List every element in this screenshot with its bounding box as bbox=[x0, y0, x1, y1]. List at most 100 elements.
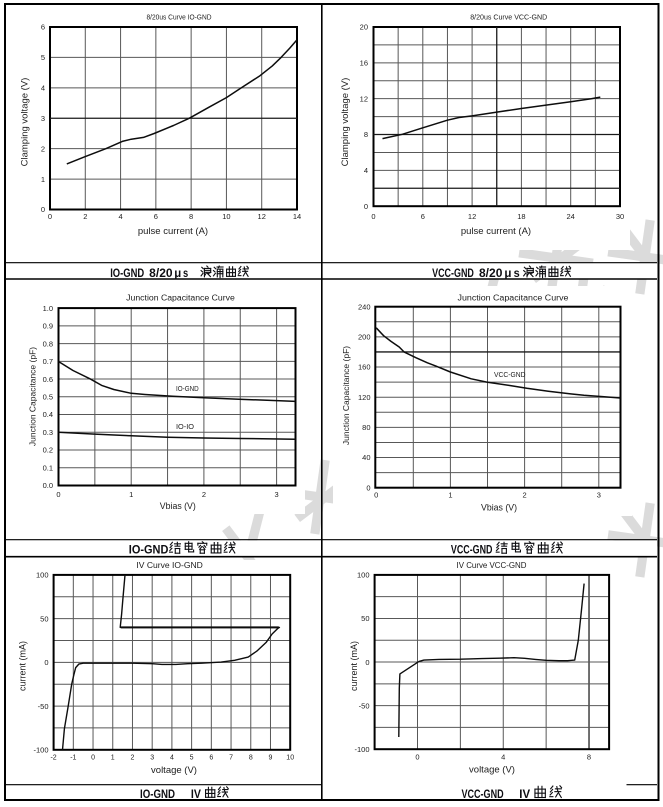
svg-text:μ: μ bbox=[174, 268, 181, 280]
svg-text:6: 6 bbox=[421, 212, 425, 221]
svg-text:-100: -100 bbox=[33, 746, 48, 755]
svg-text:-2: -2 bbox=[50, 755, 56, 762]
svg-text:2: 2 bbox=[41, 144, 45, 153]
svg-text:IV Curve VCC-GND: IV Curve VCC-GND bbox=[457, 560, 527, 570]
svg-text:IO-GND: IO-GND bbox=[140, 789, 175, 801]
svg-text:24: 24 bbox=[567, 212, 575, 221]
svg-text:8: 8 bbox=[587, 753, 591, 762]
svg-text:0: 0 bbox=[364, 202, 368, 211]
svg-text:0: 0 bbox=[56, 490, 60, 499]
svg-text:IO-GND: IO-GND bbox=[110, 268, 144, 280]
svg-text:0: 0 bbox=[91, 755, 95, 762]
svg-text:1: 1 bbox=[41, 175, 45, 184]
svg-text:2: 2 bbox=[83, 212, 87, 221]
svg-text:12: 12 bbox=[258, 212, 266, 221]
svg-text:IO-IO: IO-IO bbox=[176, 424, 195, 431]
svg-text:IO-GND: IO-GND bbox=[129, 545, 169, 557]
svg-text:-100: -100 bbox=[354, 745, 369, 754]
svg-text:0: 0 bbox=[41, 205, 45, 214]
svg-text:40: 40 bbox=[362, 453, 370, 462]
svg-text:-50: -50 bbox=[359, 701, 370, 710]
svg-text:100: 100 bbox=[357, 571, 370, 580]
svg-text:4: 4 bbox=[364, 166, 368, 175]
svg-text:160: 160 bbox=[358, 363, 371, 372]
svg-text:1: 1 bbox=[111, 755, 115, 762]
svg-text:0.3: 0.3 bbox=[43, 428, 53, 437]
svg-text:8: 8 bbox=[189, 212, 193, 221]
svg-text:voltage (V): voltage (V) bbox=[469, 765, 515, 776]
svg-text:50: 50 bbox=[40, 614, 48, 623]
svg-text:s: s bbox=[514, 268, 520, 280]
svg-text:pulse current (A): pulse current (A) bbox=[461, 226, 531, 237]
svg-text:VCC-GND: VCC-GND bbox=[494, 372, 526, 379]
svg-text:IV: IV bbox=[191, 789, 201, 801]
svg-text:12: 12 bbox=[360, 94, 368, 103]
svg-text:voltage (V): voltage (V) bbox=[151, 765, 197, 776]
svg-text:8/20us Curve VCC-GND: 8/20us Curve VCC-GND bbox=[470, 13, 548, 22]
svg-text:0: 0 bbox=[44, 658, 48, 667]
svg-text:0.6: 0.6 bbox=[43, 375, 53, 384]
svg-text:IV Curve IO-GND: IV Curve IO-GND bbox=[136, 560, 202, 570]
svg-text:8/20: 8/20 bbox=[479, 268, 502, 280]
svg-text:0.2: 0.2 bbox=[43, 446, 53, 455]
svg-text:Junction Capacitance (pF): Junction Capacitance (pF) bbox=[28, 347, 38, 446]
svg-text:8/20: 8/20 bbox=[149, 268, 172, 280]
svg-text:50: 50 bbox=[361, 614, 369, 623]
svg-text:1: 1 bbox=[448, 491, 452, 500]
svg-text:1: 1 bbox=[129, 490, 133, 499]
svg-text:30: 30 bbox=[616, 212, 624, 221]
svg-text:0: 0 bbox=[365, 658, 369, 667]
svg-text:3: 3 bbox=[597, 491, 601, 500]
svg-text:Clamping voltage (V): Clamping voltage (V) bbox=[340, 78, 351, 167]
svg-text:240: 240 bbox=[358, 302, 371, 311]
svg-text:5: 5 bbox=[190, 755, 194, 762]
svg-text:6: 6 bbox=[41, 23, 45, 32]
svg-text:Junction Capacitance Curve: Junction Capacitance Curve bbox=[126, 293, 235, 302]
svg-text:4: 4 bbox=[501, 753, 505, 762]
svg-text:-50: -50 bbox=[38, 702, 49, 711]
svg-text:-1: -1 bbox=[70, 755, 76, 762]
svg-text:3: 3 bbox=[150, 755, 154, 762]
svg-text:8/20us Curve IO-GND: 8/20us Curve IO-GND bbox=[147, 13, 213, 22]
svg-text:120: 120 bbox=[358, 393, 371, 402]
svg-text:10: 10 bbox=[286, 755, 294, 762]
svg-text:200: 200 bbox=[358, 333, 371, 342]
svg-text:1.0: 1.0 bbox=[43, 304, 53, 313]
svg-text:20: 20 bbox=[360, 23, 368, 32]
svg-text:VCC-GND: VCC-GND bbox=[462, 789, 504, 801]
svg-text:current (mA): current (mA) bbox=[349, 641, 359, 691]
svg-text:5: 5 bbox=[41, 53, 45, 62]
svg-text:0: 0 bbox=[415, 753, 419, 762]
svg-text:0: 0 bbox=[48, 212, 52, 221]
svg-text:3: 3 bbox=[275, 490, 279, 499]
svg-text:2: 2 bbox=[131, 755, 135, 762]
svg-text:VCC-GND: VCC-GND bbox=[432, 268, 474, 280]
svg-text:0.9: 0.9 bbox=[43, 322, 53, 331]
svg-text:0: 0 bbox=[371, 212, 375, 221]
svg-text:0.0: 0.0 bbox=[43, 481, 53, 490]
svg-text:0.1: 0.1 bbox=[43, 463, 53, 472]
svg-text:8: 8 bbox=[249, 755, 253, 762]
svg-text:Junction Capacitance (pF): Junction Capacitance (pF) bbox=[341, 346, 351, 445]
svg-text:9: 9 bbox=[269, 755, 273, 762]
svg-text:16: 16 bbox=[360, 59, 368, 68]
svg-text:0: 0 bbox=[366, 483, 370, 492]
svg-text:8: 8 bbox=[364, 130, 368, 139]
svg-text:12: 12 bbox=[468, 212, 476, 221]
svg-text:3: 3 bbox=[41, 114, 45, 123]
svg-text:2: 2 bbox=[202, 490, 206, 499]
svg-text:μ: μ bbox=[504, 268, 511, 280]
svg-text:s: s bbox=[183, 268, 188, 280]
svg-text:4: 4 bbox=[41, 84, 45, 93]
svg-text:Vbias (V): Vbias (V) bbox=[481, 503, 517, 513]
svg-text:6: 6 bbox=[154, 212, 158, 221]
svg-text:14: 14 bbox=[293, 212, 301, 221]
svg-text:4: 4 bbox=[170, 755, 174, 762]
svg-text:Clamping voltage (V): Clamping voltage (V) bbox=[20, 78, 31, 167]
svg-text:IO-GND: IO-GND bbox=[176, 386, 199, 393]
svg-text:18: 18 bbox=[517, 212, 525, 221]
svg-text:current (mA): current (mA) bbox=[18, 641, 28, 691]
svg-text:10: 10 bbox=[222, 212, 230, 221]
svg-text:pulse current (A): pulse current (A) bbox=[138, 226, 208, 237]
svg-text:0.8: 0.8 bbox=[43, 339, 53, 348]
